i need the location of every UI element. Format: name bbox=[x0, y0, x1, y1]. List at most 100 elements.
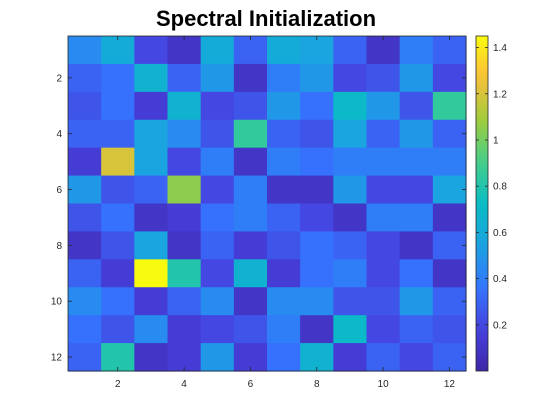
colorbar-gradient bbox=[476, 36, 488, 371]
heatmap-cell-r3-c5 bbox=[200, 91, 235, 121]
heatmap-cell-r9-c2 bbox=[101, 259, 135, 288]
heatmap-cell-r2-c12 bbox=[432, 63, 467, 93]
heatmap-cell-r11-c12 bbox=[432, 315, 467, 344]
heatmap-cell-r5-c11 bbox=[399, 147, 434, 177]
heatmap-cell-r1-c10 bbox=[366, 36, 401, 65]
heatmap-cell-r5-c7 bbox=[267, 147, 301, 177]
heatmap-cell-r3-c6 bbox=[233, 91, 268, 121]
heatmap-cell-r6-c4 bbox=[167, 175, 202, 205]
chart-title: Spectral Initialization bbox=[156, 6, 376, 31]
heatmap-cell-r2-c4 bbox=[167, 63, 202, 93]
heatmap-cell-r5-c2 bbox=[101, 147, 135, 177]
heatmap-cell-r12-c8 bbox=[300, 343, 334, 372]
y-tick-label: 10 bbox=[51, 297, 63, 308]
heatmap-cell-r2-c11 bbox=[399, 63, 434, 93]
plot-frame bbox=[67, 35, 467, 372]
heatmap-cell-r4-c4 bbox=[167, 119, 202, 149]
heatmap-cell-r10-c12 bbox=[432, 287, 467, 316]
heatmap-cell-r10-c5 bbox=[200, 287, 235, 316]
colorbar: 0.2 0.4 0.6 0.8 1 1.2 1.4 bbox=[475, 35, 507, 372]
heatmap-cell-r10-c11 bbox=[399, 287, 434, 316]
heatmap-cell-r3-c3 bbox=[134, 91, 169, 121]
x-tick-label: 8 bbox=[314, 379, 320, 390]
colorbar-tick-label: 0.2 bbox=[493, 320, 507, 331]
heatmap-cell-r4-c5 bbox=[200, 119, 235, 149]
x-tick-label: 4 bbox=[181, 379, 187, 390]
heatmap-cell-r11-c9 bbox=[333, 315, 368, 344]
heatmap-cell-r1-c3 bbox=[134, 36, 169, 65]
heatmap-cell-r9-c1 bbox=[68, 259, 102, 288]
heatmap-cell-r8-c8 bbox=[300, 231, 334, 260]
heatmap-cell-r7-c6 bbox=[233, 203, 268, 233]
heatmap-cell-r6-c12 bbox=[432, 175, 467, 205]
heatmap-cell-r12-c9 bbox=[333, 343, 368, 372]
heatmap-axes: 2 4 6 8 10 12 2 4 6 8 10 12 bbox=[51, 35, 467, 390]
heatmap-cell-r1-c5 bbox=[200, 36, 235, 65]
heatmap-cell-r11-c4 bbox=[167, 315, 202, 344]
y-tick-label: 8 bbox=[56, 241, 62, 252]
heatmap-cell-r2-c1 bbox=[68, 63, 102, 93]
x-tick-label: 10 bbox=[378, 379, 390, 390]
heatmap-cell-r3-c10 bbox=[366, 91, 401, 121]
heatmap-cell-r4-c12 bbox=[432, 119, 467, 149]
heatmap-cell-r7-c3 bbox=[134, 203, 169, 233]
heatmap-cell-r2-c8 bbox=[300, 63, 334, 93]
heatmap-cell-r8-c3 bbox=[134, 231, 169, 260]
heatmap-cell-r3-c8 bbox=[300, 91, 334, 121]
heatmap-cell-r11-c10 bbox=[366, 315, 401, 344]
heatmap-cell-r6-c8 bbox=[300, 175, 334, 205]
heatmap-cell-r6-c10 bbox=[366, 175, 401, 205]
heatmap-cell-r8-c5 bbox=[200, 231, 235, 260]
heatmap-cell-r1-c12 bbox=[432, 36, 467, 65]
heatmap-cell-r11-c11 bbox=[399, 315, 434, 344]
heatmap-cell-r11-c3 bbox=[134, 315, 169, 344]
heatmap-cell-r6-c1 bbox=[68, 175, 102, 205]
heatmap-cell-r7-c4 bbox=[167, 203, 202, 233]
heatmap-cell-r4-c3 bbox=[134, 119, 169, 149]
heatmap-cell-r6-c5 bbox=[200, 175, 235, 205]
heatmap-cell-r5-c5 bbox=[200, 147, 235, 177]
heatmap-cell-r11-c6 bbox=[233, 315, 268, 344]
heatmap-cell-r1-c1 bbox=[68, 36, 102, 65]
heatmap-cell-r11-c5 bbox=[200, 315, 235, 344]
heatmap-cell-r3-c4 bbox=[167, 91, 202, 121]
heatmap-cell-r5-c9 bbox=[333, 147, 368, 177]
colorbar-tick-label: 1 bbox=[493, 135, 499, 146]
heatmap-cell-r4-c1 bbox=[68, 119, 102, 149]
heatmap-cell-r7-c8 bbox=[300, 203, 334, 233]
heatmap-cell-r7-c2 bbox=[101, 203, 135, 233]
heatmap-cell-r9-c5 bbox=[200, 259, 235, 288]
heatmap-cell-r5-c1 bbox=[68, 147, 102, 177]
heatmap-cell-r1-c6 bbox=[233, 36, 268, 65]
heatmap-cell-r7-c10 bbox=[366, 203, 401, 233]
heatmap-cell-r10-c2 bbox=[101, 287, 135, 316]
heatmap-cell-r1-c7 bbox=[267, 36, 301, 65]
heatmap-cell-r6-c9 bbox=[333, 175, 368, 205]
heatmap-cell-r2-c6 bbox=[233, 63, 268, 93]
heatmap-cell-r9-c3 bbox=[134, 259, 169, 288]
heatmap-cell-r11-c8 bbox=[300, 315, 334, 344]
heatmap-cell-r9-c4 bbox=[167, 259, 202, 288]
heatmap-cell-r9-c12 bbox=[432, 259, 467, 288]
heatmap-cell-r5-c10 bbox=[366, 147, 401, 177]
heatmap-cell-r10-c7 bbox=[267, 287, 301, 316]
heatmap-cells bbox=[68, 36, 467, 372]
y-tick-label: 2 bbox=[56, 73, 62, 84]
heatmap-cell-r6-c6 bbox=[233, 175, 268, 205]
heatmap-cell-r5-c12 bbox=[432, 147, 467, 177]
heatmap-cell-r10-c6 bbox=[233, 287, 268, 316]
heatmap-cell-r3-c7 bbox=[267, 91, 301, 121]
heatmap-cell-r12-c12 bbox=[432, 343, 467, 372]
heatmap-cell-r8-c6 bbox=[233, 231, 268, 260]
heatmap-cell-r8-c11 bbox=[399, 231, 434, 260]
heatmap-cell-r12-c6 bbox=[233, 343, 268, 372]
heatmap-cell-r10-c10 bbox=[366, 287, 401, 316]
heatmap-cell-r4-c7 bbox=[267, 119, 301, 149]
heatmap-cell-r6-c2 bbox=[101, 175, 135, 205]
heatmap-cell-r11-c7 bbox=[267, 315, 301, 344]
heatmap-cell-r12-c3 bbox=[134, 343, 169, 372]
heatmap-cell-r8-c9 bbox=[333, 231, 368, 260]
heatmap-cell-r9-c7 bbox=[267, 259, 301, 288]
heatmap-cell-r2-c5 bbox=[200, 63, 235, 93]
